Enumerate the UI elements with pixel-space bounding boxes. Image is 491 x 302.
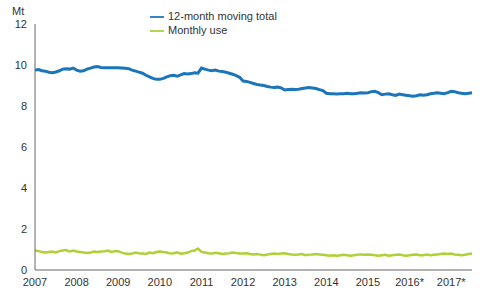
- svg-text:12: 12: [15, 18, 27, 30]
- svg-text:2017*: 2017*: [437, 276, 466, 288]
- svg-text:10: 10: [15, 59, 27, 71]
- svg-text:2008: 2008: [64, 276, 88, 288]
- html-text:Monthly use: Monthly use: [168, 24, 228, 37]
- svg-text:2009: 2009: [106, 276, 130, 288]
- svg-text:6: 6: [21, 141, 27, 153]
- svg-text:2007: 2007: [23, 276, 47, 288]
- svg-text:2015: 2015: [356, 276, 380, 288]
- svg-text:2016*: 2016*: [395, 276, 424, 288]
- svg-text:2014: 2014: [314, 276, 338, 288]
- svg-text:4: 4: [21, 182, 27, 194]
- svg-text:0: 0: [21, 264, 27, 276]
- html-text:Mt: Mt: [12, 5, 25, 17]
- svg-text:2012: 2012: [231, 276, 255, 288]
- svg-text:2: 2: [21, 223, 27, 235]
- svg-text:2010: 2010: [148, 276, 172, 288]
- svg-text:2013: 2013: [272, 276, 296, 288]
- html-text:12-month moving total: 12-month moving total: [168, 10, 277, 22]
- svg-text:8: 8: [21, 100, 27, 112]
- svg-text:2011: 2011: [190, 276, 214, 288]
